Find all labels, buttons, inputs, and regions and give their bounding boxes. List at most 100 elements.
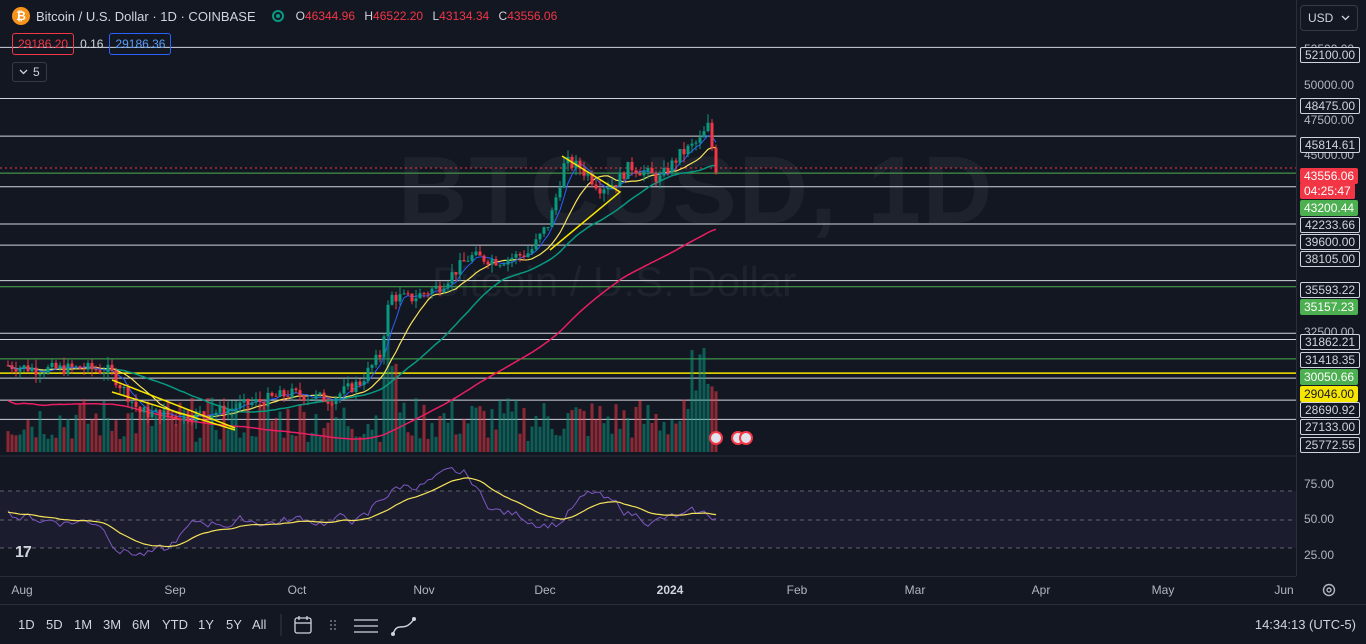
timeframe-all[interactable]: All xyxy=(252,617,267,632)
close-value: 43556.06 xyxy=(507,9,558,23)
chart-pane[interactable]: BTCUSD, 1D Bitcoin / U.S. Dollar xyxy=(0,0,1296,576)
time-label: Apr xyxy=(1031,583,1051,597)
rsi-tick: 25.00 xyxy=(1304,548,1335,562)
volume-bar xyxy=(146,402,150,452)
time-axis[interactable]: Aug Sep Oct Nov Dec 2024 Feb Mar Apr May… xyxy=(0,576,1296,604)
timeframe-ytd[interactable]: YTD xyxy=(162,617,188,632)
volume-bar xyxy=(98,435,102,452)
candle-body xyxy=(90,363,94,370)
candle-body xyxy=(462,260,466,262)
green-level-label: 43200.44 xyxy=(1300,200,1359,216)
sell-button[interactable]: 29186.20 xyxy=(12,33,75,55)
timeframe-1d[interactable]: 1D xyxy=(18,617,35,632)
volume-bar xyxy=(34,437,38,452)
volume-bar xyxy=(634,406,638,452)
price-axis[interactable] xyxy=(1296,0,1366,576)
candle-body xyxy=(626,161,630,179)
volume-bar xyxy=(618,428,622,452)
candle-body xyxy=(682,148,686,155)
chevron-down-icon xyxy=(19,69,28,75)
candle-body xyxy=(122,387,126,389)
candle-body xyxy=(234,408,238,410)
volume-bar xyxy=(278,411,282,452)
volume-bar xyxy=(534,415,538,452)
volume-bar xyxy=(390,365,394,452)
candle-body xyxy=(78,366,82,369)
candle-body xyxy=(218,405,222,413)
candle-body xyxy=(306,399,310,401)
indicators-icon[interactable] xyxy=(390,614,418,638)
volume-bar xyxy=(710,386,714,452)
timeframe-1y[interactable]: 1Y xyxy=(198,617,214,632)
candle-body xyxy=(390,294,394,305)
candle-body xyxy=(458,260,462,275)
volume-bar xyxy=(518,433,522,452)
candle-body xyxy=(618,172,622,187)
candle-body xyxy=(466,260,470,262)
volume-bar xyxy=(402,402,406,452)
indicators-toggle-button[interactable]: 5 xyxy=(12,62,47,82)
symbol-title[interactable]: Bitcoin / U.S. Dollar · 1D · COINBASE xyxy=(36,8,256,24)
volume-bar xyxy=(414,398,418,452)
candle-body xyxy=(322,392,326,402)
buy-button[interactable]: 29186.36 xyxy=(109,33,172,55)
currency-select[interactable]: USD xyxy=(1300,5,1358,31)
clock-timezone[interactable]: 14:34:13 (UTC-5) xyxy=(1254,617,1356,632)
candle-body xyxy=(386,304,390,337)
volume-bar xyxy=(606,416,610,452)
volume-bar xyxy=(298,405,302,452)
volume-bar xyxy=(202,413,206,452)
volume-bar xyxy=(158,416,162,452)
candle-body xyxy=(186,413,190,421)
volume-bar xyxy=(130,412,134,452)
candle-body xyxy=(690,143,694,146)
volume-bar xyxy=(406,432,410,452)
level-label: 39600.00 xyxy=(1300,234,1361,250)
settings-gear-icon[interactable] xyxy=(1321,582,1337,603)
candle-body xyxy=(622,172,626,179)
volume-bar xyxy=(374,415,378,452)
open-value: 46344.96 xyxy=(304,9,356,23)
bottom-toolbar: 1D 5D 1M 3M 6M YTD 1Y 5Y All 14:34:13 (U… xyxy=(0,604,1366,644)
close-label: C xyxy=(498,9,508,23)
volume-bar xyxy=(642,423,646,452)
candle-body xyxy=(526,253,530,258)
time-label: Sep xyxy=(164,583,186,597)
volume-bar xyxy=(554,434,558,452)
candle-body xyxy=(182,413,186,421)
candle-body xyxy=(174,415,178,420)
candle-body xyxy=(646,167,650,172)
timeframe-3m[interactable]: 3M xyxy=(103,617,122,632)
rsi-line xyxy=(7,467,717,557)
tradingview-logo[interactable]: 17 xyxy=(15,544,32,561)
timeframe-5d[interactable]: 5D xyxy=(46,617,63,632)
volume-bar xyxy=(386,339,390,452)
date-range-icon[interactable] xyxy=(292,614,314,636)
candle-body xyxy=(310,398,314,400)
candle-body xyxy=(350,383,354,392)
candle-body xyxy=(50,362,54,368)
compare-icon[interactable] xyxy=(352,614,380,638)
timeframe-1m[interactable]: 1M xyxy=(74,617,93,632)
candle-body xyxy=(98,370,102,374)
candle-body xyxy=(258,398,262,402)
chart-canvas[interactable] xyxy=(0,0,1296,576)
candle-body xyxy=(430,288,434,294)
chart-legend[interactable]: ₿ Bitcoin / U.S. Dollar · 1D · COINBASE … xyxy=(12,7,563,25)
timeframe-5y[interactable]: 5Y xyxy=(226,617,242,632)
volume-bar xyxy=(314,414,318,452)
candle-body xyxy=(10,365,14,370)
candle-body xyxy=(138,406,142,413)
candle-body xyxy=(338,393,342,398)
event-marker-inner xyxy=(711,433,721,443)
drag-handle-icon[interactable] xyxy=(328,614,338,636)
candle-body xyxy=(474,251,478,256)
candle-body xyxy=(30,367,34,372)
ma-slow-line xyxy=(7,146,717,418)
volume-bar xyxy=(190,397,194,452)
candle-body xyxy=(650,167,654,174)
time-label: Aug xyxy=(11,583,33,597)
timeframe-6m[interactable]: 6M xyxy=(132,617,151,632)
candle-body xyxy=(402,293,406,295)
candle-body xyxy=(670,160,674,174)
